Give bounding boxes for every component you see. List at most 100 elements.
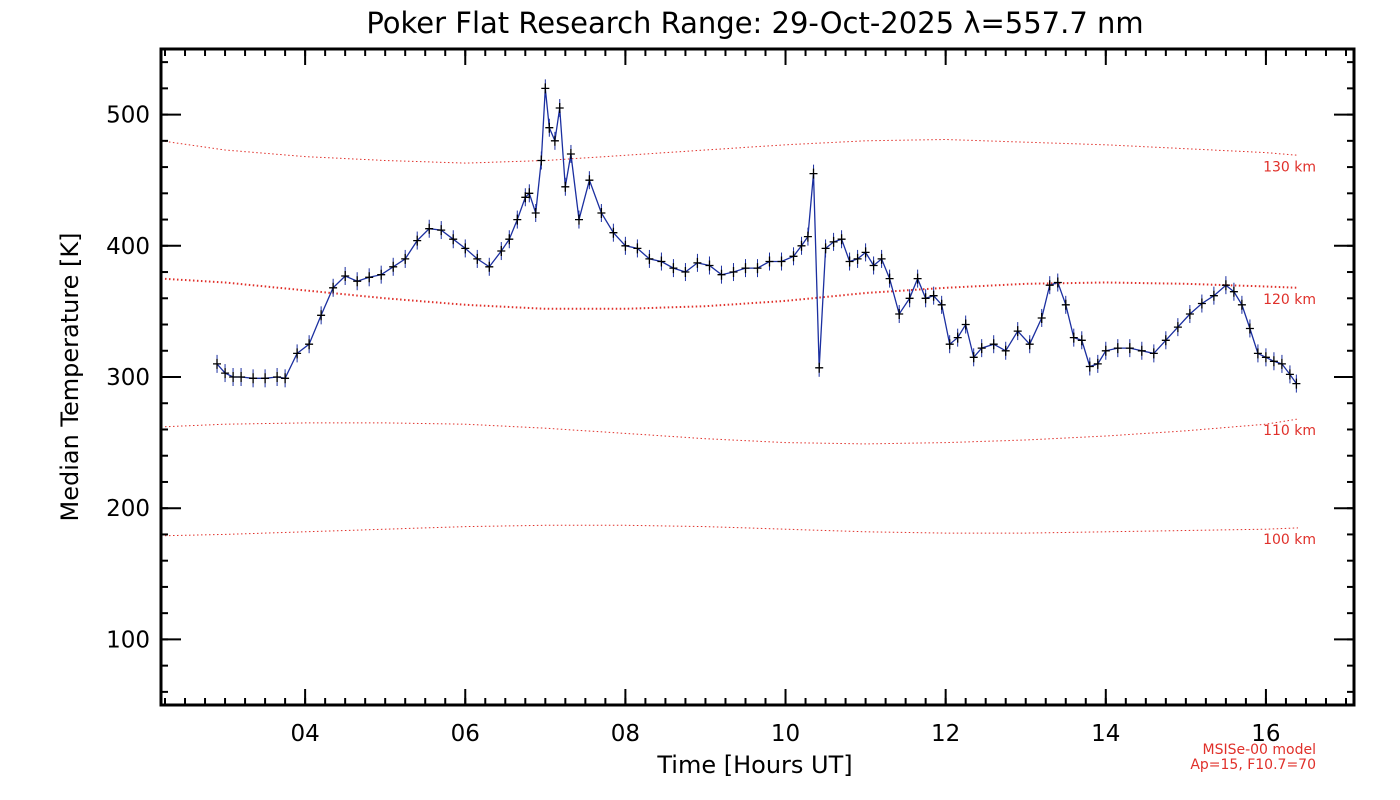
data-point (521, 188, 530, 207)
data-point (633, 239, 642, 258)
data-point (561, 177, 570, 196)
data-point (1209, 286, 1218, 305)
data-point (1125, 339, 1134, 358)
reference-line-label: 100 km (1263, 532, 1316, 548)
y-axis-label: Median Temperature [K] (56, 232, 84, 521)
y-tick-label: 400 (106, 234, 150, 260)
data-point (293, 344, 302, 363)
data-point (237, 368, 246, 386)
data-point (989, 335, 998, 354)
data-point (777, 252, 786, 271)
data-point (575, 210, 583, 229)
data-point (1053, 273, 1062, 292)
y-tick-label: 100 (106, 627, 150, 653)
data-point (249, 369, 258, 388)
data-point (1061, 295, 1070, 314)
data-point (753, 259, 762, 278)
data-point (1292, 374, 1301, 393)
data-point (1113, 339, 1122, 358)
data-point (837, 230, 846, 249)
data-point (869, 256, 878, 275)
data-point (1245, 319, 1254, 338)
data-point (473, 249, 482, 268)
data-point (597, 204, 606, 222)
data-point (977, 339, 986, 358)
data-point (1069, 328, 1078, 347)
data-point (621, 236, 630, 255)
model-note: MSISe-00 model (1202, 742, 1316, 758)
data-point (669, 259, 678, 278)
data-point (1253, 344, 1262, 363)
data-point (1025, 335, 1034, 354)
plot-frame (159, 47, 1356, 707)
chart-title: Poker Flat Research Range: 29-Oct-2025 λ… (366, 6, 1143, 40)
model-reference-lines: 130 km 120 km 110 km 100 km (160, 138, 1316, 548)
data-point (1077, 331, 1086, 350)
data-point (229, 368, 238, 386)
data-point (829, 232, 838, 251)
data-point (741, 259, 750, 278)
data-point (895, 305, 904, 324)
data-point (413, 231, 422, 250)
data-point (537, 151, 546, 170)
data-point (401, 249, 410, 268)
data-point (693, 253, 702, 272)
data-point (921, 289, 930, 308)
data-point (317, 306, 326, 325)
data-point (505, 230, 514, 249)
data-point (969, 348, 978, 367)
y-tick-label: 200 (106, 496, 150, 522)
data-point (609, 223, 618, 242)
data-point (329, 278, 338, 297)
data-point (1269, 352, 1278, 371)
x-tick-label: 06 (451, 721, 480, 747)
data-point (803, 227, 812, 246)
data-point (853, 249, 862, 268)
data-point (525, 184, 534, 203)
data-point (353, 272, 362, 291)
model-params-note: Ap=15, F10.7=70 (1190, 757, 1316, 773)
data-point (365, 268, 374, 287)
data-point (845, 252, 854, 271)
data-point (1045, 276, 1054, 295)
data-point (213, 354, 221, 373)
data-point (789, 247, 798, 266)
data-point (929, 286, 938, 305)
reference-line (160, 418, 1299, 445)
data-point (885, 269, 894, 288)
data-point (1185, 305, 1194, 324)
data-point (513, 210, 522, 229)
data-point (1237, 295, 1246, 314)
data-point (1261, 348, 1270, 367)
data-point (1229, 282, 1238, 301)
data-point (566, 144, 575, 163)
data-point (729, 263, 738, 282)
x-tick-label: 14 (1091, 721, 1120, 747)
data-point (1013, 322, 1022, 341)
y-tick-label: 300 (106, 365, 150, 391)
data-point (877, 249, 886, 268)
axis-ticks: 04 06 08 10 12 14 16 100 200 300 400 500 (106, 49, 1354, 747)
data-point (281, 369, 290, 388)
data-point (485, 257, 494, 276)
data-point (273, 368, 282, 386)
data-point (261, 369, 270, 388)
reference-line (160, 277, 1299, 310)
data-point (1137, 341, 1146, 360)
data-point (550, 131, 559, 150)
data-point (815, 358, 824, 377)
data-point (1093, 354, 1102, 373)
data-point (809, 164, 818, 183)
data-point (461, 239, 470, 258)
x-axis-label: Time [Hours UT] (656, 751, 852, 779)
data-point (797, 236, 806, 255)
x-tick-label: 10 (771, 721, 800, 747)
data-point (705, 256, 714, 275)
data-point (913, 269, 922, 288)
data-point (1221, 276, 1230, 295)
data-point (497, 242, 506, 261)
data-point (1173, 318, 1182, 337)
data-point (905, 289, 914, 308)
data-point (1277, 354, 1286, 373)
